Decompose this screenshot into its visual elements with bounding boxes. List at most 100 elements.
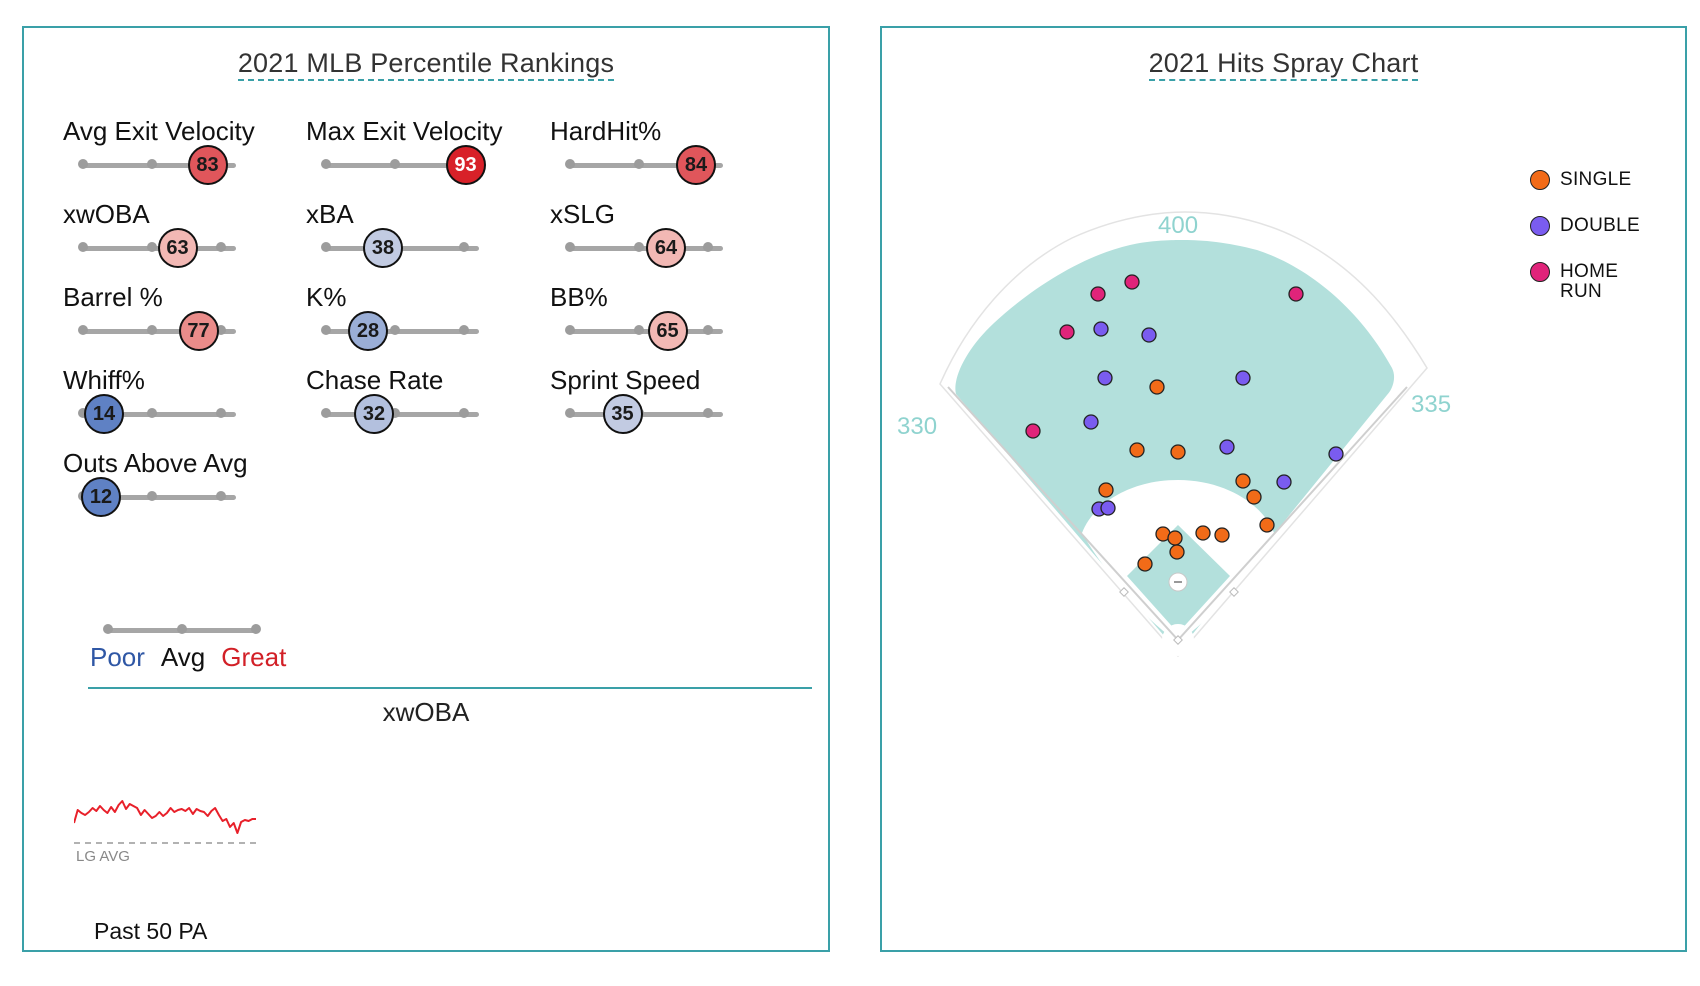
percentile-title-text[interactable]: 2021 MLB Percentile Rankings <box>237 48 615 81</box>
percentile-badge[interactable]: 38 <box>363 228 403 268</box>
past-pa-label: Past 50 PA <box>94 918 208 944</box>
percentile-badge[interactable]: 12 <box>81 477 121 517</box>
percentile-metric: K% 28 <box>306 282 566 372</box>
metric-label: BB% <box>550 282 608 312</box>
double-hit-marker[interactable] <box>1141 327 1157 343</box>
spray-panel-title[interactable]: 2021 Hits Spray Chart <box>882 48 1685 81</box>
single-hit-marker[interactable] <box>1214 527 1230 543</box>
percentile-tick <box>147 325 157 335</box>
percentile-metric: BB% 65 <box>550 282 810 372</box>
percentile-panel-title[interactable]: 2021 MLB Percentile Rankings <box>24 48 828 81</box>
percentile-metric: HardHit% 84 <box>550 116 810 206</box>
single-hit-marker[interactable] <box>1129 442 1145 458</box>
double-hit-marker[interactable] <box>1083 414 1099 430</box>
double-hit-marker[interactable] <box>1100 500 1116 516</box>
percentile-metric: Outs Above Avg 12 <box>63 448 323 538</box>
single-hit-marker[interactable] <box>1098 482 1114 498</box>
legend-label-single: SINGLE <box>1560 169 1632 190</box>
metric-label: Avg Exit Velocity <box>63 116 255 146</box>
legend-avg-label: Avg <box>160 642 206 672</box>
percentile-track <box>83 495 236 500</box>
metric-label: Outs Above Avg <box>63 448 248 478</box>
percentile-metric: xSLG 64 <box>550 199 810 289</box>
home-run-hit-marker[interactable] <box>1288 286 1304 302</box>
single-hit-marker[interactable] <box>1167 530 1183 546</box>
metric-label: Max Exit Velocity <box>306 116 503 146</box>
double-hit-marker[interactable] <box>1328 446 1344 462</box>
single-hit-marker[interactable] <box>1170 444 1186 460</box>
legend-scale-words: Poor Avg Great <box>90 642 302 673</box>
percentile-track <box>83 163 236 168</box>
percentile-tick <box>216 242 226 252</box>
single-hit-marker[interactable] <box>1149 379 1165 395</box>
percentile-tick <box>565 325 575 335</box>
percentile-tick <box>216 408 226 418</box>
metric-label: Chase Rate <box>306 365 444 395</box>
percentile-badge[interactable]: 65 <box>647 311 688 351</box>
percentile-track <box>83 412 236 417</box>
percentile-badge[interactable]: 35 <box>602 394 643 434</box>
third-base <box>1119 587 1129 597</box>
home-run-hit-marker[interactable] <box>1124 274 1140 290</box>
percentile-badge[interactable]: 14 <box>84 394 124 434</box>
metric-label: Barrel % <box>63 282 163 312</box>
percentile-tick <box>321 159 331 169</box>
percentile-tick <box>78 242 88 252</box>
double-hit-marker[interactable] <box>1093 321 1109 337</box>
percentile-track <box>326 412 479 417</box>
single-hit-marker[interactable] <box>1259 517 1275 533</box>
percentile-badge[interactable]: 93 <box>445 145 486 185</box>
xwoba-chart-title: xwOBA <box>382 697 470 727</box>
single-hit-marker[interactable] <box>1195 525 1211 541</box>
percentile-tick <box>703 242 713 252</box>
spray-title-text[interactable]: 2021 Hits Spray Chart <box>1148 48 1419 81</box>
percentile-tick <box>390 408 400 418</box>
fence-distance-center: 400 <box>1158 212 1198 239</box>
percentile-badge[interactable]: 77 <box>178 311 219 351</box>
percentile-metric: Chase Rate 32 <box>306 365 566 455</box>
double-hit-marker[interactable] <box>1276 474 1292 490</box>
percentile-tick <box>147 491 157 501</box>
percentile-tick <box>216 325 226 335</box>
home-run-hit-marker[interactable] <box>1059 324 1075 340</box>
percentile-metric: Max Exit Velocity 93 <box>306 116 566 206</box>
metric-label: Sprint Speed <box>550 365 701 395</box>
percentile-tick <box>703 408 713 418</box>
metric-label: xwOBA <box>63 199 150 229</box>
percentile-tick <box>703 325 713 335</box>
percentile-badge[interactable]: 32 <box>354 394 394 434</box>
percentile-tick <box>321 242 331 252</box>
legend-poor-label: Poor <box>90 642 145 672</box>
percentile-tick <box>390 325 400 335</box>
metric-label: HardHit% <box>550 116 662 146</box>
percentile-badge[interactable]: 63 <box>157 228 198 268</box>
home-run-hit-marker[interactable] <box>1090 286 1106 302</box>
single-hit-marker[interactable] <box>1246 489 1262 505</box>
single-hit-marker[interactable] <box>1137 556 1153 572</box>
single-dot-icon <box>1530 170 1550 190</box>
percentile-tick <box>459 242 469 252</box>
double-hit-marker[interactable] <box>1097 370 1113 386</box>
percentile-tick <box>321 408 331 418</box>
spray-chart-panel: 2021 Hits Spray Chart 330 400 335 SINGLE… <box>880 26 1687 952</box>
percentile-track <box>570 163 723 168</box>
legend-great-label: Great <box>221 642 287 672</box>
percentile-tick <box>147 242 157 252</box>
percentile-track <box>570 412 723 417</box>
percentile-badge[interactable]: 28 <box>348 311 388 351</box>
single-hit-marker[interactable] <box>1235 473 1251 489</box>
double-hit-marker[interactable] <box>1235 370 1251 386</box>
single-hit-marker[interactable] <box>1169 544 1185 560</box>
double-hit-marker[interactable] <box>1219 439 1235 455</box>
percentile-metric: Avg Exit Velocity 83 <box>63 116 323 206</box>
percentile-metric: Sprint Speed 35 <box>550 365 810 455</box>
fence-distance-left: 330 <box>897 413 937 440</box>
percentile-badge[interactable]: 84 <box>676 145 716 185</box>
percentile-badge[interactable]: 83 <box>187 145 228 185</box>
percentile-badge[interactable]: 64 <box>646 228 686 268</box>
first-base <box>1229 587 1239 597</box>
xwoba-trend-line <box>74 800 256 834</box>
percentile-tick <box>459 408 469 418</box>
home-run-hit-marker[interactable] <box>1025 423 1041 439</box>
percentile-rankings-panel: 2021 MLB Percentile Rankings Avg Exit Ve… <box>22 26 830 952</box>
